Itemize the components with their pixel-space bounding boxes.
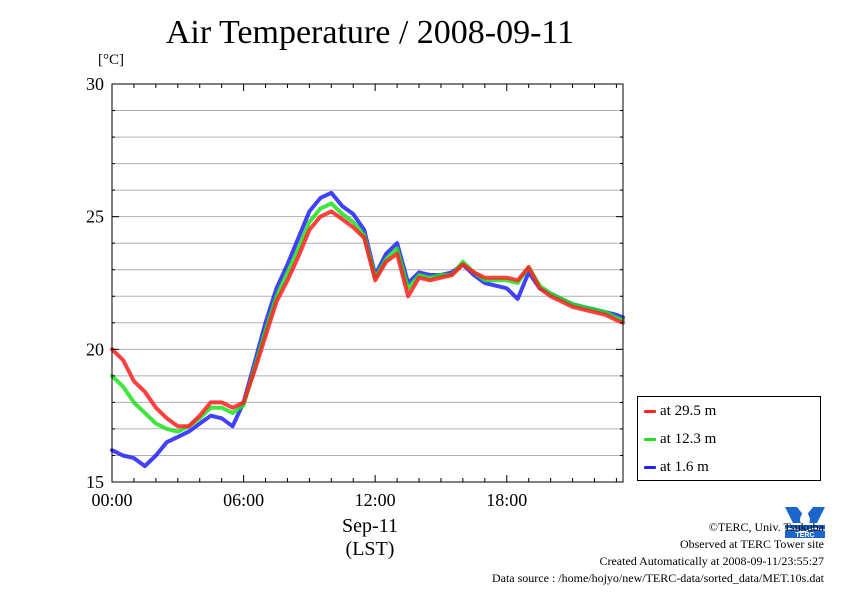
y-axis-unit-label: [°C] (98, 52, 124, 68)
legend-swatch-green (644, 437, 656, 441)
legend-swatch-blue (644, 465, 656, 469)
y-tick-label: 20 (86, 339, 104, 359)
chart-title: Air Temperature / 2008-09-11 (165, 14, 575, 51)
site-text: Observed at TERC Tower site (679, 537, 824, 551)
y-tick-label: 30 (86, 74, 104, 94)
axis-ticks: 00:00 06:00 12:00 18:00 15 20 25 30 (86, 74, 623, 510)
x-tick-label: 06:00 (223, 490, 264, 510)
legend-item-12-3m: at 12.3 m (644, 429, 716, 449)
grid-lines (112, 110, 623, 456)
credits-block: ©TERC, Univ. Tsukuba Observed at TERC To… (492, 519, 824, 587)
x-tick-label: 18:00 (486, 490, 527, 510)
legend-swatch-red (644, 409, 656, 413)
x-tick-label: 00:00 (91, 490, 132, 510)
series-lines (110, 190, 625, 469)
legend-item-1-6m: at 1.6 m (644, 457, 709, 477)
logo-text: TERC (795, 532, 814, 539)
series-line-at-29-5-m (110, 209, 625, 429)
legend: at 29.5 m at 12.3 m at 1.6 m (637, 396, 821, 481)
legend-label-29-5m: at 29.5 m (660, 402, 717, 419)
x-axis-timezone-label: (LST) (345, 538, 395, 560)
legend-label-1-6m: at 1.6 m (660, 458, 709, 475)
x-tick-label: 12:00 (355, 490, 396, 510)
source-text: Data source : /home/hojyo/new/TERC-data/… (491, 571, 824, 585)
copyright-text: ©TERC, Univ. Tsukuba (708, 520, 824, 534)
plot-frame (111, 83, 624, 483)
legend-label-12-3m: at 12.3 m (660, 430, 717, 447)
terc-logo-icon: TERC (783, 503, 827, 539)
x-axis-date-label: Sep-11 (342, 515, 398, 537)
y-tick-label: 25 (86, 207, 104, 227)
y-tick-label: 15 (86, 472, 104, 492)
legend-item-29-5m: at 29.5 m (644, 401, 716, 421)
created-text: Created Automatically at 2008-09-11/23:5… (599, 554, 824, 568)
